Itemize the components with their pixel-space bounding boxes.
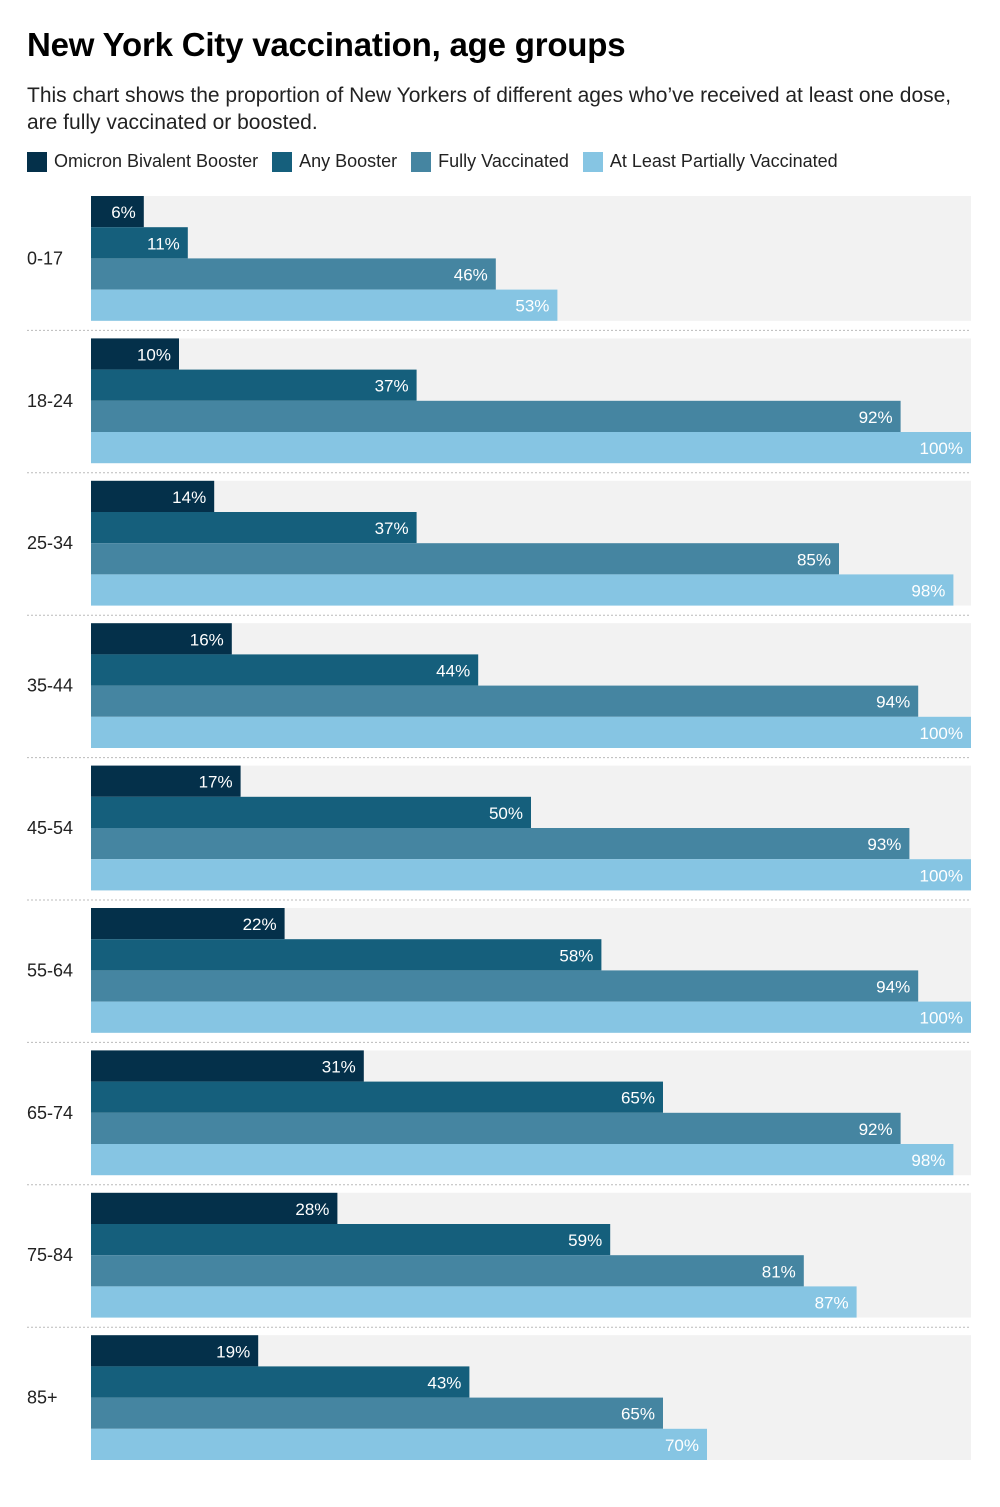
bar (91, 908, 285, 940)
data-label: 92% (859, 1120, 893, 1139)
bar (91, 512, 417, 544)
bar (91, 1224, 611, 1256)
data-label: 17% (199, 773, 233, 792)
legend-item-any-booster: Any Booster (272, 151, 397, 172)
bar (91, 227, 188, 259)
bar (91, 859, 971, 891)
bar (91, 1428, 707, 1460)
bar (91, 796, 531, 828)
data-label: 100% (920, 724, 963, 743)
data-label: 19% (216, 1342, 250, 1361)
legend-label: Any Booster (299, 151, 398, 171)
legend-item-at-least-partially-vaccinated: At Least Partially Vaccinated (582, 151, 838, 172)
bar (91, 828, 910, 860)
data-label: 70% (665, 1436, 699, 1455)
bar (91, 480, 215, 512)
category-label: 45-54 (27, 818, 73, 838)
data-label: 94% (876, 978, 910, 997)
data-label: 98% (911, 1151, 945, 1170)
data-label: 100% (920, 1009, 963, 1028)
data-label: 14% (172, 488, 206, 507)
bar (91, 1144, 954, 1176)
bar (91, 400, 901, 432)
data-label: 85% (797, 550, 831, 569)
bar (91, 1050, 364, 1082)
legend: Omicron Bivalent Booster Any Booster Ful… (27, 151, 852, 172)
bar (91, 1335, 259, 1367)
legend-label: Omicron Bivalent Booster (54, 151, 259, 171)
legend-swatch (272, 151, 293, 172)
bar (91, 369, 417, 401)
chart-subtitle: This chart shows the proportion of New Y… (27, 84, 952, 134)
data-label: 37% (375, 519, 409, 538)
category-label: 85+ (27, 1388, 58, 1408)
bar (91, 1286, 857, 1318)
data-label: 65% (621, 1089, 655, 1108)
data-label: 16% (190, 630, 224, 649)
data-label: 43% (427, 1374, 461, 1393)
chart-title: New York City vaccination, age groups (27, 26, 626, 63)
data-label: 22% (243, 915, 277, 934)
data-label: 58% (559, 946, 593, 965)
legend-label: At Least Partially Vaccinated (609, 151, 838, 171)
data-label: 93% (867, 835, 901, 854)
data-label: 31% (322, 1058, 356, 1077)
bar (91, 1001, 971, 1033)
bar (91, 1112, 901, 1144)
bar (91, 623, 232, 655)
data-label: 53% (515, 297, 549, 316)
data-label: 44% (436, 662, 470, 681)
bar (91, 1255, 804, 1287)
bar (91, 196, 144, 228)
data-label: 37% (375, 377, 409, 396)
category-label: 25-34 (27, 533, 73, 553)
data-label: 28% (295, 1200, 329, 1219)
bar (91, 685, 919, 717)
data-label: 94% (876, 693, 910, 712)
data-label: 50% (489, 804, 523, 823)
bar (91, 716, 971, 748)
data-label: 100% (920, 866, 963, 885)
bar (91, 1081, 663, 1113)
bar (91, 970, 919, 1002)
data-label: 87% (815, 1294, 849, 1313)
legend-item-omicron-bivalent-booster: Omicron Bivalent Booster (27, 151, 258, 172)
bar (91, 1366, 470, 1398)
bar (91, 289, 558, 321)
bar (91, 338, 179, 370)
bar (91, 765, 241, 797)
legend-label: Fully Vaccinated (438, 151, 569, 171)
category-label: 0-17 (27, 248, 63, 268)
data-label: 100% (920, 439, 963, 458)
category-label: 18-24 (27, 391, 73, 411)
bar (91, 939, 602, 971)
legend-swatch (582, 151, 603, 172)
data-label: 81% (762, 1262, 796, 1281)
bar (91, 258, 496, 290)
data-label: 98% (911, 582, 945, 601)
data-label: 46% (454, 266, 488, 285)
category-label: 65-74 (27, 1103, 73, 1123)
legend-item-fully-vaccinated: Fully Vaccinated (411, 151, 569, 172)
legend-swatch (411, 151, 432, 172)
bar (91, 574, 954, 606)
bar (91, 543, 839, 575)
category-label: 55-64 (27, 960, 73, 980)
bar (91, 432, 971, 464)
data-label: 59% (568, 1231, 602, 1250)
bar (91, 1397, 663, 1429)
data-label: 6% (111, 203, 136, 222)
data-label: 10% (137, 346, 171, 365)
data-label: 92% (859, 408, 893, 427)
category-label: 35-44 (27, 676, 73, 696)
bar (91, 654, 479, 686)
data-label: 65% (621, 1405, 655, 1424)
bar (91, 1192, 338, 1224)
data-label: 11% (147, 234, 180, 253)
legend-swatch (27, 151, 47, 172)
category-label: 75-84 (27, 1245, 73, 1265)
